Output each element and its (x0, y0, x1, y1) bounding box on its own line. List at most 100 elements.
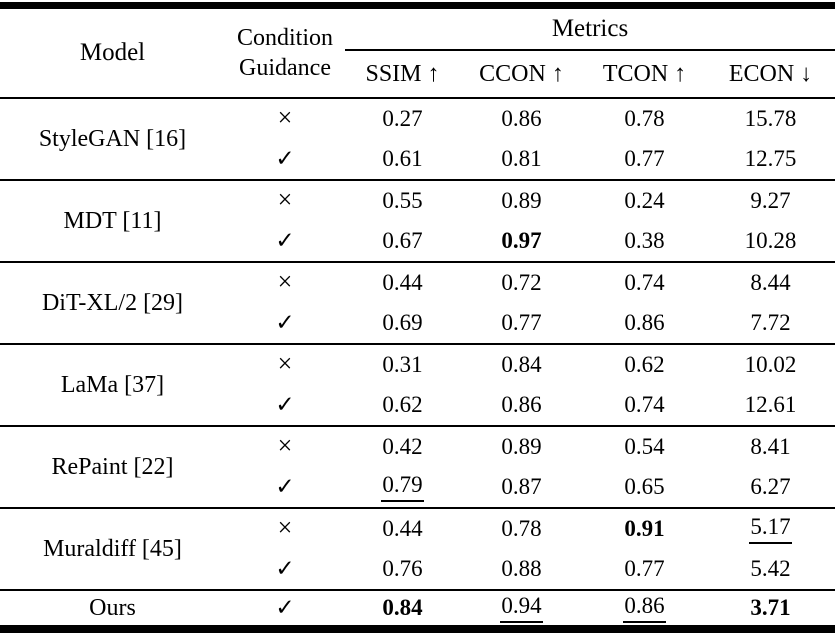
guidance-cell: × (225, 98, 345, 139)
value-cell: 0.27 (345, 98, 460, 139)
value-cell: 0.77 (460, 303, 583, 344)
metric-value: 8.44 (750, 270, 791, 295)
metric-value: 0.78 (501, 516, 542, 541)
metric-value: 0.89 (501, 188, 542, 213)
table-row-ours: Ours ✓ 0.84 0.94 0.86 3.71 (0, 590, 835, 629)
metric-value: 0.86 (501, 106, 542, 131)
model-cell: StyleGAN [16] (38, 125, 187, 152)
cross-mark-icon: × (277, 103, 293, 132)
metric-value: 0.86 (624, 310, 665, 335)
metric-value: 6.27 (750, 474, 791, 499)
model-cell: RePaint [22] (51, 453, 174, 480)
value-cell: 0.74 (583, 262, 706, 303)
guidance-cell: ✓ (225, 303, 345, 344)
value-cell: 5.17 (706, 508, 835, 549)
value-cell: 10.28 (706, 221, 835, 262)
metric-value: 0.78 (624, 106, 665, 131)
metric-value: 0.27 (382, 106, 423, 131)
model-cell: DiT-XL/2 [29] (41, 289, 184, 316)
value-cell: 0.86 (460, 98, 583, 139)
metric-value: 8.41 (750, 434, 791, 459)
table-row: ✓ 0.62 0.86 0.74 12.61 (0, 385, 835, 426)
model-group-mdt: MDT [11] × 0.55 0.89 0.24 9.27 ✓ 0.67 0.… (0, 180, 835, 262)
value-cell: 0.89 (460, 180, 583, 221)
metric-value: 0.62 (624, 352, 665, 377)
value-cell: 0.55 (345, 180, 460, 221)
value-cell: 9.27 (706, 180, 835, 221)
guidance-cell: ✓ (225, 139, 345, 180)
value-cell: 0.78 (460, 508, 583, 549)
value-cell: 0.24 (583, 180, 706, 221)
metric-value: 0.38 (624, 228, 665, 253)
value-cell: 0.67 (345, 221, 460, 262)
value-cell: 0.42 (345, 426, 460, 467)
metric-value-best: 0.91 (624, 516, 665, 541)
guidance-cell: ✓ (225, 467, 345, 508)
metric-value: 0.61 (382, 146, 423, 171)
header-col-econ: ECON ↓ (728, 60, 813, 87)
check-mark-icon: ✓ (275, 227, 295, 253)
value-cell: 8.41 (706, 426, 835, 467)
value-cell: 6.27 (706, 467, 835, 508)
metric-value: 0.89 (501, 434, 542, 459)
check-mark-icon: ✓ (275, 309, 295, 335)
model-group-dit-xl2: DiT-XL/2 [29] × 0.44 0.72 0.74 8.44 ✓ 0.… (0, 262, 835, 344)
table-row: ✓ 0.67 0.97 0.38 10.28 (0, 221, 835, 262)
value-cell: 0.31 (345, 344, 460, 385)
guidance-cell: ✓ (225, 385, 345, 426)
check-mark-icon: ✓ (275, 555, 295, 581)
metric-value: 0.44 (382, 516, 423, 541)
value-cell: 0.72 (460, 262, 583, 303)
metric-value: 0.42 (382, 434, 423, 459)
value-cell: 12.75 (706, 139, 835, 180)
model-group-muraldiff: Muraldiff [45] × 0.44 0.78 0.91 5.17 ✓ 0… (0, 508, 835, 590)
guidance-cell: ✓ (225, 221, 345, 262)
value-cell: 0.77 (583, 139, 706, 180)
value-cell: 5.42 (706, 549, 835, 590)
metric-value: 0.87 (501, 474, 542, 499)
metric-value-second-best: 0.86 (623, 593, 666, 624)
metric-value: 0.54 (624, 434, 665, 459)
cross-mark-icon: × (277, 513, 293, 542)
metric-value: 10.28 (744, 228, 797, 253)
metric-value: 5.42 (750, 556, 791, 581)
metric-value: 0.65 (624, 474, 665, 499)
value-cell: 0.94 (460, 590, 583, 629)
model-cell: Ours (89, 594, 136, 621)
model-cell: Muraldiff [45] (43, 535, 182, 562)
value-cell: 0.88 (460, 549, 583, 590)
value-cell: 0.44 (345, 262, 460, 303)
table-row: Muraldiff [45] × 0.44 0.78 0.91 5.17 (0, 508, 835, 562)
metric-value-second-best: 0.79 (381, 472, 424, 503)
metric-value: 7.72 (750, 310, 791, 335)
table-row: LaMa [37] × 0.31 0.84 0.62 10.02 (0, 344, 835, 398)
metric-value: 0.74 (624, 270, 665, 295)
value-cell: 0.54 (583, 426, 706, 467)
metric-value: 0.77 (624, 146, 665, 171)
table-row: StyleGAN [16] × 0.27 0.86 0.78 15.78 (0, 98, 835, 152)
model-group-repaint: RePaint [22] × 0.42 0.89 0.54 8.41 ✓ 0.7… (0, 426, 835, 508)
value-cell: 0.69 (345, 303, 460, 344)
value-cell: 8.44 (706, 262, 835, 303)
check-mark-icon: ✓ (275, 391, 295, 417)
cross-mark-icon: × (277, 431, 293, 460)
metric-value: 12.61 (744, 392, 797, 417)
value-cell: 0.77 (583, 549, 706, 590)
metric-value: 0.44 (382, 270, 423, 295)
header-condition-guidance: Condition Guidance (236, 25, 333, 81)
header-col-ccon: CCON ↑ (479, 60, 564, 87)
metric-value: 0.72 (501, 270, 542, 295)
value-cell: 7.72 (706, 303, 835, 344)
value-cell: 0.76 (345, 549, 460, 590)
table-row: ✓ 0.61 0.81 0.77 12.75 (0, 139, 835, 180)
value-cell: 0.86 (583, 303, 706, 344)
value-cell: 0.79 (345, 467, 460, 508)
guidance-cell: × (225, 508, 345, 549)
metric-value-second-best: 5.17 (749, 514, 792, 545)
model-cell: MDT [11] (63, 207, 162, 234)
metric-value: 0.24 (624, 188, 665, 213)
value-cell: 12.61 (706, 385, 835, 426)
cross-mark-icon: × (277, 267, 293, 296)
